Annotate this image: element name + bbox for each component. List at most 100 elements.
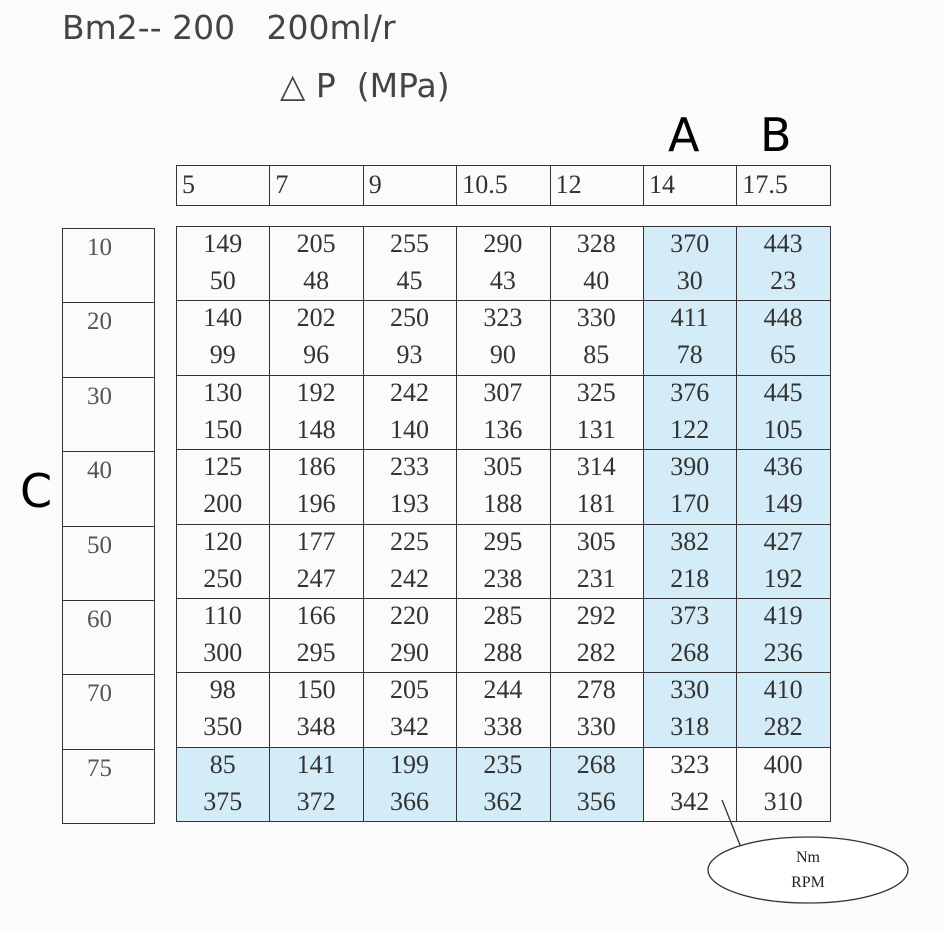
column-header-text: 5 [182, 170, 195, 199]
speed-value: 45 [396, 266, 423, 295]
torque-value: 192 [296, 377, 336, 407]
callout-text: RPM [791, 874, 825, 891]
torque-value: 110 [203, 601, 242, 630]
torque-value: 220 [389, 601, 429, 630]
speed-value: 242 [389, 563, 429, 593]
torque-value: 242 [389, 377, 429, 407]
speed-value: 348 [296, 712, 336, 742]
table-cell [736, 523, 831, 599]
torque-value: 370 [670, 229, 710, 258]
torque-value: 436 [763, 452, 803, 482]
torque-value: 323 [670, 749, 710, 779]
speed-value: 188 [483, 489, 523, 519]
table-cell [736, 746, 831, 823]
table-cell [736, 449, 831, 525]
torque-value: 130 [203, 377, 243, 407]
torque-value: 250 [389, 303, 429, 333]
row-header-text: 20 [87, 308, 112, 336]
speed-value: 318 [670, 712, 710, 742]
row-label: C [20, 464, 53, 518]
torque-value: 325 [576, 377, 616, 407]
speed-value: 200 [203, 489, 243, 519]
row-header-text: 60 [87, 606, 112, 633]
speed-value: 43 [489, 266, 516, 295]
speed-value: 310 [763, 786, 803, 816]
speed-value: 40 [583, 266, 610, 295]
speed-value: 372 [296, 786, 336, 816]
table-cell [643, 672, 738, 748]
table-cell [549, 746, 644, 823]
speed-value: 342 [389, 712, 429, 742]
table-cell [736, 300, 831, 376]
speed-value: 181 [576, 489, 616, 519]
row-header [62, 748, 155, 825]
torque-value: 244 [483, 675, 523, 705]
speed-value: 356 [576, 786, 616, 816]
torque-value: 290 [483, 229, 523, 258]
row-header-text: 40 [87, 457, 112, 485]
row-header-text: 70 [87, 680, 112, 708]
speed-value: 350 [203, 712, 243, 742]
torque-value: 411 [670, 303, 709, 333]
callout-ellipse [707, 836, 909, 904]
speed-value: 50 [209, 266, 236, 295]
column-label: B [760, 108, 792, 162]
torque-value: 202 [296, 303, 336, 333]
torque-value: 305 [576, 526, 616, 556]
speed-value: 136 [483, 414, 523, 444]
torque-value: 295 [483, 526, 523, 556]
speed-value: 105 [763, 414, 803, 444]
column-header-text: 10.5 [462, 170, 508, 199]
table-cell [643, 374, 738, 451]
column-header-text: 14 [649, 170, 675, 199]
speed-value: 247 [296, 563, 336, 593]
torque-value: 373 [670, 601, 710, 630]
speed-value: 342 [670, 786, 710, 816]
torque-value: 307 [483, 377, 523, 407]
title: Bm2-- 200 200ml/r [62, 8, 396, 47]
torque-value: 205 [296, 229, 336, 258]
torque-value: 330 [576, 303, 616, 333]
torque-value: 141 [296, 749, 336, 779]
column-header-text: 7 [275, 170, 289, 199]
torque-value: 330 [670, 675, 710, 705]
speed-value: 150 [203, 414, 243, 444]
torque-value: 390 [670, 452, 710, 482]
torque-value: 410 [763, 675, 803, 705]
torque-value: 278 [576, 675, 616, 705]
callout-text: Nm [796, 849, 821, 866]
column-label: A [668, 108, 700, 162]
torque-value: 177 [296, 526, 336, 556]
speed-value: 282 [576, 638, 616, 667]
torque-value: 305 [483, 452, 523, 482]
torque-value: 205 [389, 675, 429, 705]
speed-value: 148 [296, 414, 336, 444]
torque-value: 382 [670, 526, 710, 556]
speed-value: 85 [583, 340, 610, 370]
row-header-text: 30 [87, 382, 112, 410]
speed-value: 99 [209, 340, 236, 370]
torque-value: 376 [670, 377, 710, 407]
torque-value: 400 [763, 749, 803, 779]
speed-value: 236 [763, 638, 803, 667]
torque-value: 323 [483, 303, 523, 333]
column-header [736, 165, 831, 206]
speed-value: 65 [770, 340, 797, 370]
speed-value: 149 [763, 489, 803, 519]
speed-value: 122 [670, 414, 710, 444]
torque-value: 292 [576, 601, 616, 630]
column-header-text: 12 [555, 170, 582, 199]
table-cell [736, 226, 831, 302]
speed-value: 218 [670, 563, 710, 593]
torque-value: 186 [296, 452, 336, 482]
table-cell [736, 672, 831, 748]
speed-value: 268 [670, 638, 710, 667]
speed-value: 78 [676, 340, 703, 370]
torque-value: 150 [296, 675, 336, 705]
torque-value: 328 [576, 229, 616, 258]
torque-value: 445 [763, 377, 803, 407]
torque-value: 443 [763, 229, 803, 258]
torque-value: 427 [763, 526, 803, 556]
row-header-text: 10 [87, 234, 112, 261]
